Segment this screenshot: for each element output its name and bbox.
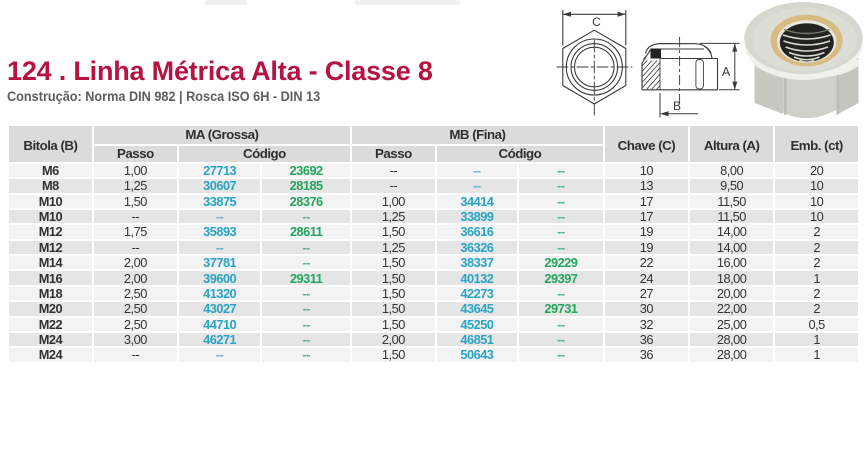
- svg-text:A: A: [722, 65, 731, 79]
- svg-text:C: C: [592, 15, 601, 29]
- svg-text:B: B: [673, 99, 681, 113]
